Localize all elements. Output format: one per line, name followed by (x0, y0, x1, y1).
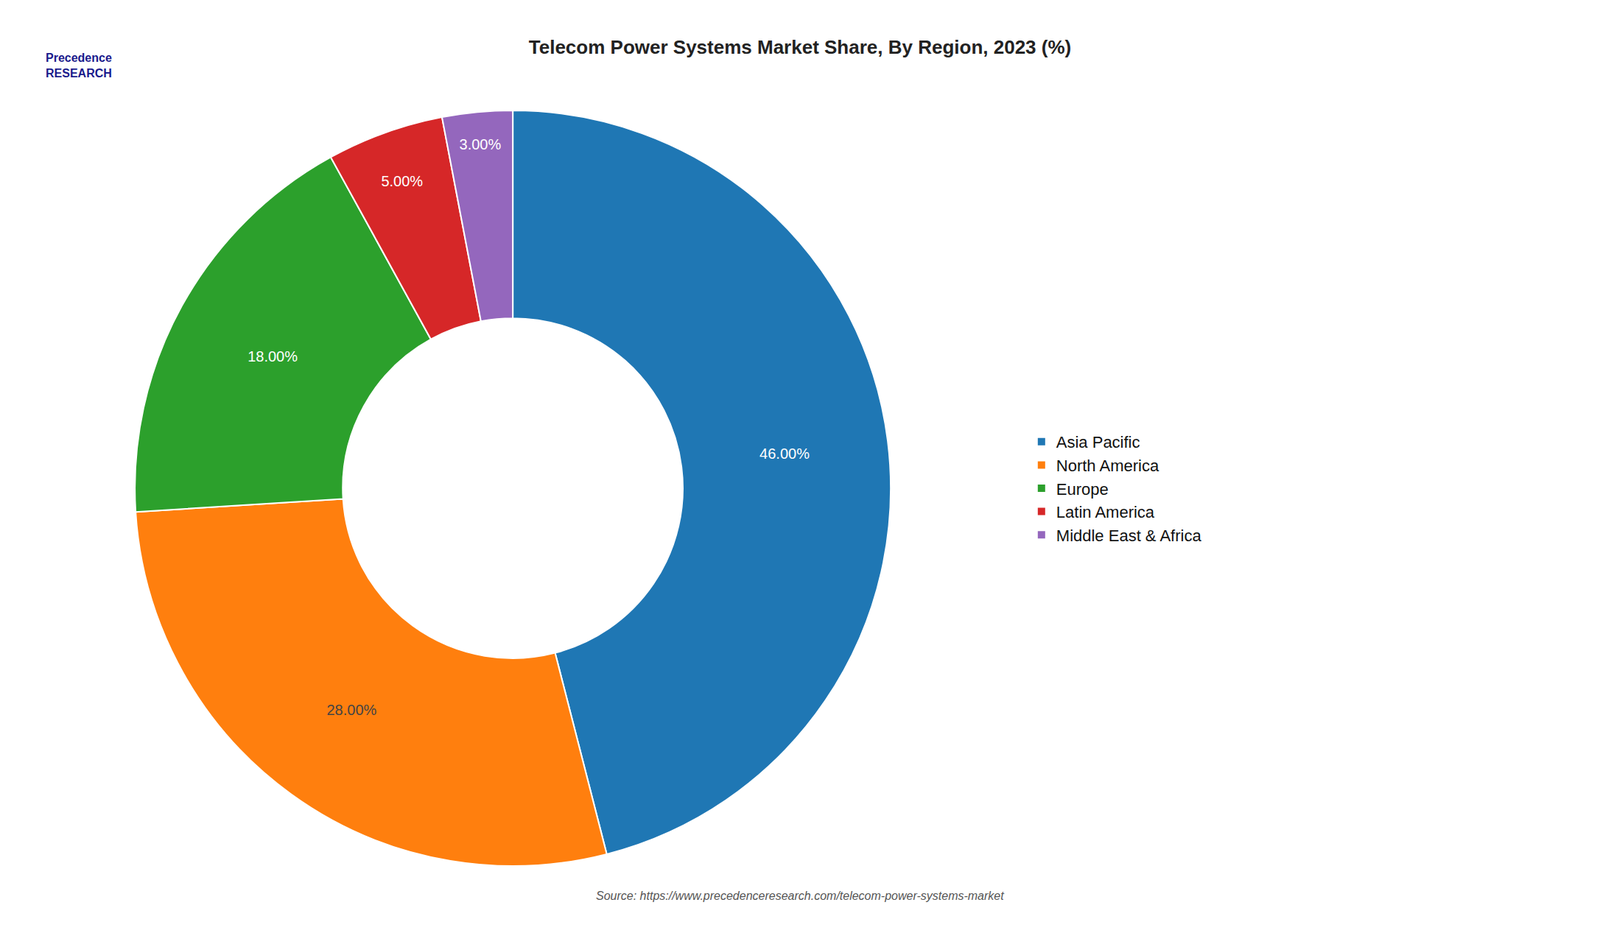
svg-text:Latin America: Latin America (1056, 503, 1156, 522)
svg-text:3.00%: 3.00% (459, 136, 502, 153)
svg-text:PrecedenceRESEARCH: PrecedenceRESEARCH (45, 51, 112, 80)
svg-text:5.00%: 5.00% (380, 173, 423, 190)
svg-text:46.00%: 46.00% (759, 445, 810, 462)
svg-text:Asia Pacific: Asia Pacific (1056, 433, 1141, 452)
svg-text:North America: North America (1056, 456, 1160, 476)
svg-text:Telecom Power Systems Market S: Telecom Power Systems Market Share, By R… (528, 36, 1072, 59)
svg-text:Middle East & Africa: Middle East & Africa (1056, 526, 1203, 546)
svg-text:Source: https://www.precedence: Source: https://www.precedenceresearch.c… (595, 889, 1005, 903)
svg-text:Europe: Europe (1056, 480, 1109, 499)
svg-text:28.00%: 28.00% (326, 702, 377, 719)
svg-text:18.00%: 18.00% (247, 348, 298, 365)
